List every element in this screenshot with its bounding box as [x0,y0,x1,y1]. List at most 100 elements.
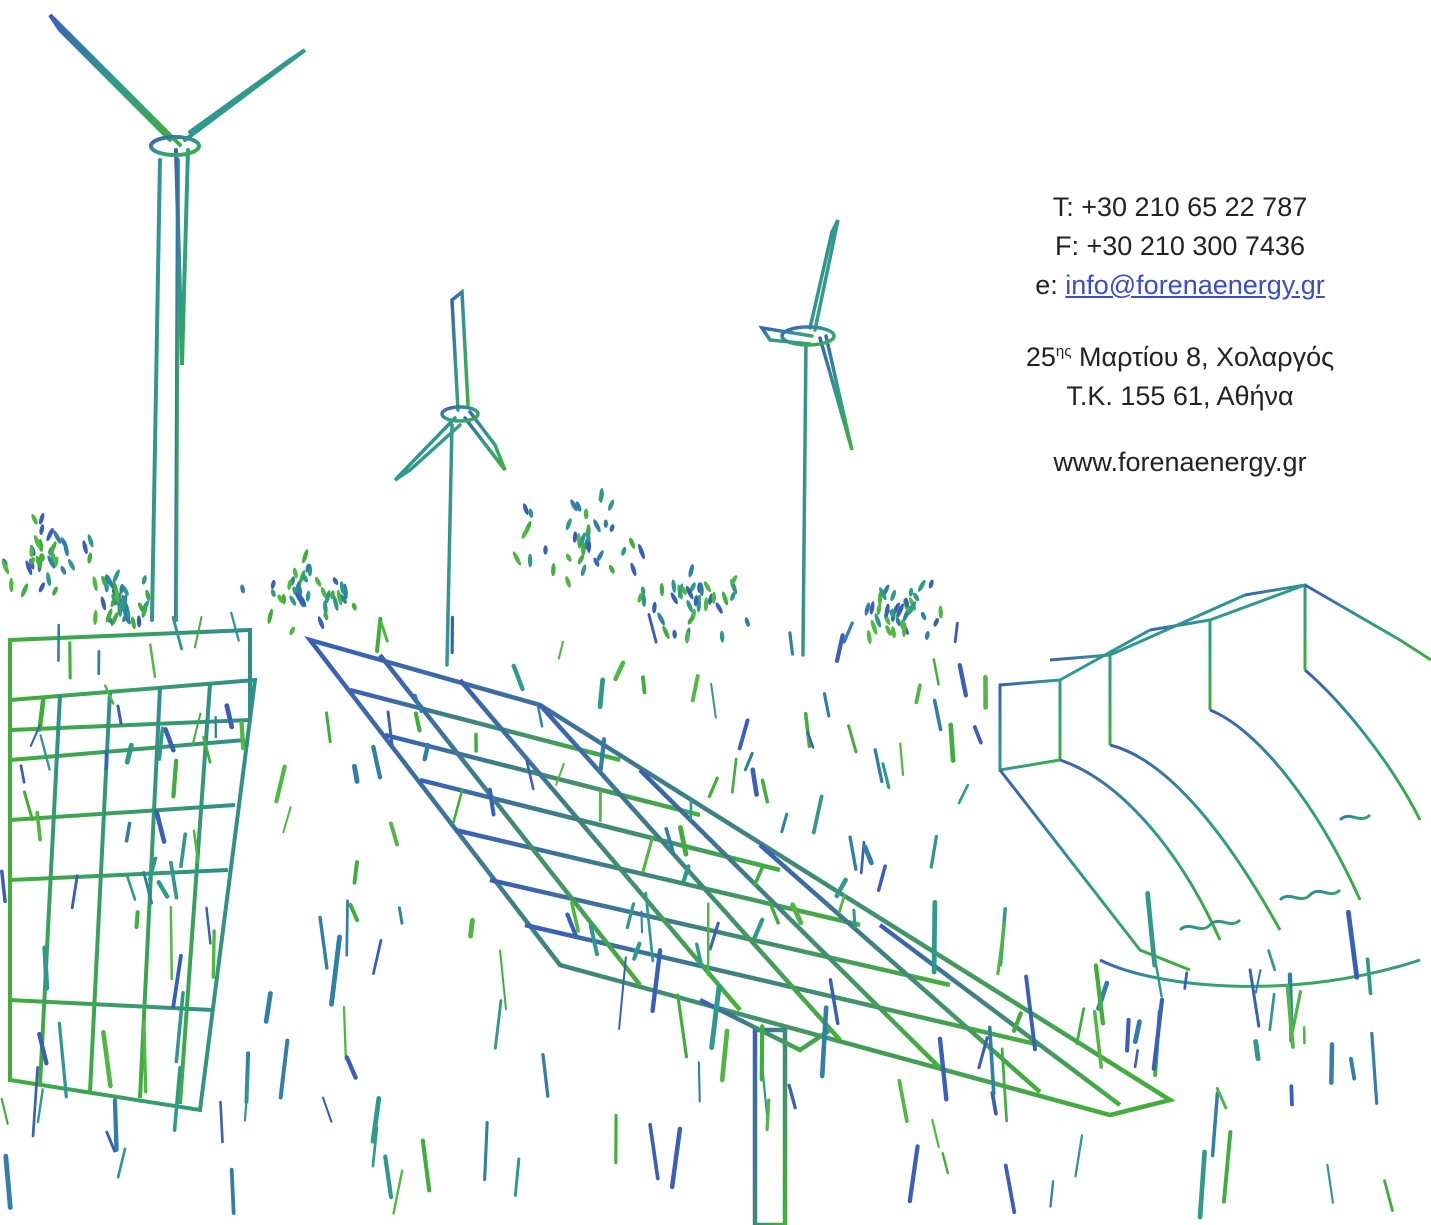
leaf [577,554,585,565]
grass-blade [987,1025,996,1096]
leaf [105,608,113,623]
leaf [900,619,905,630]
leaf [114,588,120,603]
leaf [112,569,120,584]
leaf [904,597,910,608]
wind-turbine-right [758,219,854,657]
grass-blade [899,742,905,777]
grass-blade [848,835,858,871]
grass-blade [1326,1163,1334,1204]
grass-blade [625,902,636,930]
grass-blade [787,1083,797,1110]
leaf [295,592,303,604]
leaf [117,602,123,617]
grass-blade [765,1098,771,1131]
leaf [314,576,322,587]
grass-blade [862,844,874,866]
grass-blade [278,1038,290,1100]
grass-blade [1345,909,1360,980]
grass-blade [422,742,431,762]
grass-blade [452,788,464,824]
grass-blade [972,725,983,745]
leaf [638,544,645,560]
solar-panel-tracker [304,635,1176,1225]
leaf [608,564,615,574]
leaf [565,518,572,531]
grass-blade [852,908,857,929]
leaf [885,625,892,636]
grass-blade [511,663,525,692]
grass-blade [163,726,176,753]
grass-blade [352,860,359,885]
grass-blade [112,1098,119,1152]
grass-blade [780,812,789,834]
leaf [305,563,311,573]
grass-blade [386,710,394,747]
grass-blade [932,698,943,732]
email-prefix: e: [1035,270,1066,300]
grass-blade [565,912,578,938]
grass-blade [743,751,754,772]
leaf [1,559,10,575]
grass-blade [650,948,663,1014]
leaf [141,605,148,618]
leaf [938,605,943,619]
leaf [29,545,34,558]
leaf [884,603,890,618]
grass-blade [753,866,764,887]
leaf [52,586,58,596]
leaf [20,583,29,598]
leaf [629,537,636,549]
grass-blade [811,794,824,835]
grass-blade [329,934,342,1007]
grass-blade [282,806,292,834]
grass-blade [996,921,1007,976]
grass-blade [149,643,157,678]
leaf [678,583,684,599]
leaf [100,596,107,611]
grass-blade [669,1126,683,1190]
grass-blade [413,711,422,733]
grass-blade [710,682,717,719]
grass-blade [907,1144,920,1204]
leaf [332,595,339,611]
email-link[interactable]: info@forenaenergy.gr [1065,270,1325,300]
leaf [869,601,875,615]
leaf [302,574,309,583]
grass-blade [664,826,675,854]
grass-blade [31,1066,39,1138]
grass-blade [224,703,235,730]
leaf [879,587,887,601]
leaf [270,579,276,590]
leaf [640,586,646,595]
leaf [864,602,870,616]
grass-blade [752,917,765,941]
grass-blade [641,837,654,873]
grass-blade [1003,1163,1017,1214]
leaf [289,595,297,606]
grass-blade [708,921,720,951]
grass-blade [321,1096,333,1123]
grass-blade [171,615,184,651]
leaf [317,616,325,630]
leaf [917,579,926,592]
leaf [39,524,45,536]
leaf [686,600,693,613]
grass-blade [0,869,7,904]
leaf [339,581,345,595]
grass-blade [914,683,922,705]
leaf [25,560,33,576]
grass-blade [371,1125,379,1168]
grass-blade [873,748,884,784]
leaf [30,557,35,565]
grass-blade [116,1147,127,1179]
leaf [60,565,67,575]
grass-blade [372,939,383,976]
website-link[interactable]: www.forenaenergy.gr [1053,447,1307,477]
grass-blade [953,621,959,644]
leaf [332,577,339,585]
grass-blade [760,778,770,804]
grass-blade [19,764,26,784]
leaf [141,575,147,585]
grass-blade [676,993,689,1059]
